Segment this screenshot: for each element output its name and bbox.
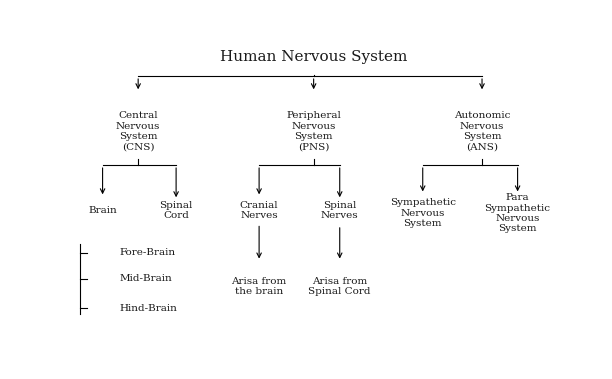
Text: Fore-Brain: Fore-Brain bbox=[119, 248, 175, 257]
Text: Hind-Brain: Hind-Brain bbox=[119, 304, 177, 313]
Text: Arisa from
the brain: Arisa from the brain bbox=[231, 277, 287, 296]
Text: Spinal
Cord: Spinal Cord bbox=[159, 200, 193, 220]
Text: Mid-Brain: Mid-Brain bbox=[119, 274, 172, 283]
Text: Sympathetic
Nervous
System: Sympathetic Nervous System bbox=[390, 198, 456, 228]
Text: Arisa from
Spinal Cord: Arisa from Spinal Cord bbox=[308, 277, 371, 296]
Text: Human Nervous System: Human Nervous System bbox=[220, 50, 408, 64]
Text: Brain: Brain bbox=[88, 206, 117, 215]
Text: Cranial
Nerves: Cranial Nerves bbox=[240, 200, 278, 220]
Text: Para
Sympathetic
Nervous
System: Para Sympathetic Nervous System bbox=[485, 193, 551, 233]
Text: Peripheral
Nervous
System
(PNS): Peripheral Nervous System (PNS) bbox=[286, 111, 341, 152]
Text: Spinal
Nerves: Spinal Nerves bbox=[321, 200, 359, 220]
Text: Autonomic
Nervous
System
(ANS): Autonomic Nervous System (ANS) bbox=[454, 111, 510, 152]
Text: Central
Nervous
System
(CNS): Central Nervous System (CNS) bbox=[116, 111, 160, 152]
